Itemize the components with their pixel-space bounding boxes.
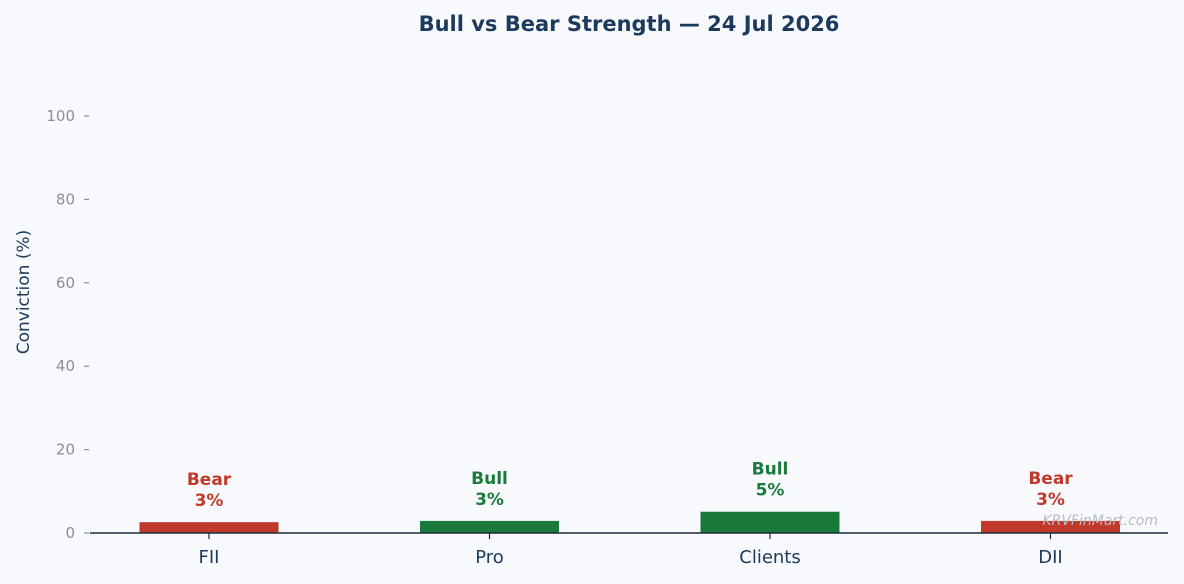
bar-value-label: 5% (756, 481, 785, 501)
bar-sentiment-label: Bull (471, 469, 508, 489)
x-tick-label: FII (199, 547, 220, 568)
x-tick-label: Pro (475, 547, 504, 568)
y-axis-label: Conviction (%) (14, 230, 34, 355)
y-tick-label: 80 (56, 190, 75, 208)
bar-value-label: 3% (1036, 490, 1065, 510)
y-tick-label: 100 (46, 107, 75, 125)
bar-sentiment-label: Bear (187, 470, 232, 490)
chart-title: Bull vs Bear Strength — 24 Jul 2026 (419, 12, 840, 36)
x-tick-label: Clients (739, 547, 801, 568)
bar-value-label: 3% (475, 490, 504, 510)
y-tick-label: 40 (56, 357, 75, 375)
bar (420, 520, 559, 533)
x-axis: FII Pro Clients DII (90, 532, 1168, 568)
bar (981, 520, 1120, 533)
bar-sentiment-label: Bear (1028, 469, 1073, 489)
bar-sentiment-label: Bull (752, 460, 789, 480)
bar-value-label: 3% (195, 491, 224, 511)
x-tick-label: DII (1038, 547, 1062, 568)
bar (139, 522, 279, 533)
y-tick-label: 20 (56, 441, 75, 459)
bar (700, 511, 840, 533)
y-axis: 0 20 40 60 80 100 (46, 107, 89, 542)
watermark: KRVFinMart.com (1042, 513, 1158, 529)
y-tick-label: 0 (65, 524, 75, 542)
y-tick-label: 60 (56, 274, 75, 292)
